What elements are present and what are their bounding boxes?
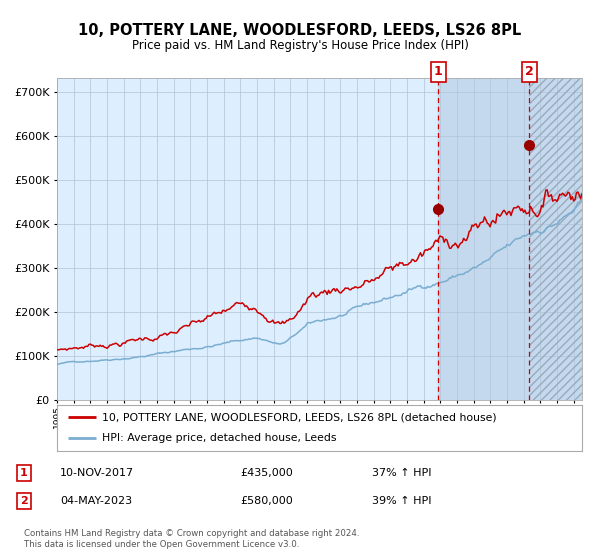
Text: 10-NOV-2017: 10-NOV-2017	[60, 468, 134, 478]
Text: Contains HM Land Registry data © Crown copyright and database right 2024.
This d: Contains HM Land Registry data © Crown c…	[24, 529, 359, 549]
Text: 04-MAY-2023: 04-MAY-2023	[60, 496, 132, 506]
Text: 1: 1	[434, 66, 443, 78]
Text: 2: 2	[525, 66, 534, 78]
Text: HPI: Average price, detached house, Leeds: HPI: Average price, detached house, Leed…	[101, 433, 336, 444]
Text: 2: 2	[20, 496, 28, 506]
Text: £435,000: £435,000	[240, 468, 293, 478]
Bar	[529, 78, 582, 400]
Text: 39% ↑ HPI: 39% ↑ HPI	[372, 496, 431, 506]
Bar	[438, 78, 582, 400]
Text: 10, POTTERY LANE, WOODLESFORD, LEEDS, LS26 8PL (detached house): 10, POTTERY LANE, WOODLESFORD, LEEDS, LS…	[101, 412, 496, 422]
Text: £580,000: £580,000	[240, 496, 293, 506]
Text: Price paid vs. HM Land Registry's House Price Index (HPI): Price paid vs. HM Land Registry's House …	[131, 39, 469, 53]
Text: 37% ↑ HPI: 37% ↑ HPI	[372, 468, 431, 478]
Text: 10, POTTERY LANE, WOODLESFORD, LEEDS, LS26 8PL: 10, POTTERY LANE, WOODLESFORD, LEEDS, LS…	[79, 24, 521, 38]
Text: 1: 1	[20, 468, 28, 478]
